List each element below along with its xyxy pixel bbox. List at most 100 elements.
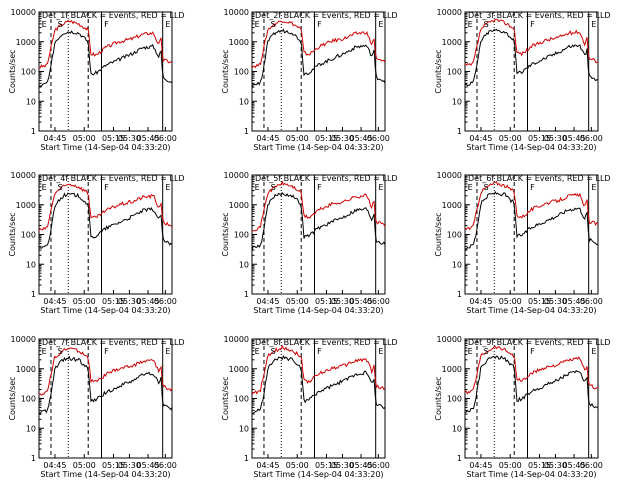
phase-marker: S	[484, 183, 489, 192]
y-axis-label: Counts/sec	[8, 212, 17, 256]
plot-frame	[464, 174, 599, 295]
y-axis-label: Counts/sec	[221, 212, 230, 256]
x-tick-label: 04:45	[469, 461, 492, 470]
x-tick-label: 04:45	[256, 297, 279, 306]
series-events-line	[464, 28, 598, 87]
x-tick-label: 05:30	[118, 134, 141, 143]
x-tick-label: 05:45	[137, 461, 160, 470]
x-axis-label: Start Time (14-Sep-04 04:33:20)	[253, 470, 383, 479]
series-events-line	[464, 190, 598, 251]
x-tick-label: 05:15	[102, 297, 125, 306]
y-axis-label: Counts/sec	[8, 49, 17, 93]
x-axis-label: Start Time (14-Sep-04 04:33:20)	[40, 306, 170, 315]
y-axis-label: Counts/sec	[221, 49, 230, 93]
phase-marker: S	[484, 347, 489, 356]
y-tick-label: 100	[21, 395, 36, 404]
y-tick-label: 10000	[11, 335, 36, 344]
x-tick-label: 05:15	[315, 134, 338, 143]
x-tick-label: 05:15	[102, 461, 125, 470]
phase-marker: E	[468, 20, 473, 29]
chart-panel-3	[464, 11, 599, 132]
x-axis-label: Start Time (14-Sep-04 04:33:20)	[40, 143, 170, 152]
phase-marker: E	[42, 20, 47, 29]
phase-marker: F	[104, 347, 109, 356]
series-lld-line	[464, 18, 599, 66]
y-tick-label: 1	[31, 290, 36, 299]
x-tick-label: 05:00	[499, 297, 522, 306]
x-tick-label: 05:00	[499, 134, 522, 143]
x-tick-label: 04:45	[256, 461, 279, 470]
y-axis-label: Counts/sec	[434, 212, 443, 256]
chart-panel-1	[38, 11, 173, 132]
chart-title: Det_1f BLACK = Events, RED = LLD	[42, 11, 185, 20]
plot-frame	[251, 11, 386, 132]
x-tick-label: 05:45	[137, 134, 160, 143]
phase-marker: E	[591, 347, 596, 356]
series-events-line	[38, 30, 173, 88]
y-tick-label: 100	[447, 231, 462, 240]
y-tick-label: 1000	[16, 201, 36, 210]
phase-marker: E	[378, 20, 383, 29]
x-tick-label: 04:45	[43, 134, 66, 143]
chart-panel-6	[464, 174, 599, 295]
phase-marker: E	[468, 183, 473, 192]
y-tick-label: 10000	[224, 171, 249, 180]
phase-marker: S	[271, 20, 276, 29]
x-tick-label: 05:45	[350, 461, 373, 470]
x-tick-label: 05:00	[73, 461, 96, 470]
x-tick-label: 04:45	[469, 297, 492, 306]
x-axis-label: Start Time (14-Sep-04 04:33:20)	[40, 470, 170, 479]
phase-marker: F	[317, 20, 322, 29]
series-events-line	[38, 192, 173, 249]
y-tick-label: 10	[239, 424, 249, 433]
x-tick-label: 06:00	[580, 297, 603, 306]
series-events-line	[38, 355, 173, 416]
y-tick-label: 1	[31, 127, 36, 136]
x-tick-label: 05:15	[315, 461, 338, 470]
series-events-line	[464, 355, 599, 413]
phase-marker: E	[255, 347, 260, 356]
y-tick-label: 10	[452, 97, 462, 106]
chart-panel-8	[251, 338, 386, 459]
y-tick-label: 10000	[11, 8, 36, 17]
chart-panel-5	[251, 174, 386, 295]
plot-frame	[464, 11, 599, 132]
phase-marker: S	[58, 183, 63, 192]
y-tick-label: 1	[457, 290, 462, 299]
x-tick-label: 05:45	[563, 134, 586, 143]
plot-frame	[251, 174, 386, 295]
y-tick-label: 1000	[442, 365, 462, 374]
plot-frame	[464, 338, 599, 459]
y-tick-label: 1	[244, 454, 249, 463]
x-tick-label: 05:30	[331, 297, 354, 306]
y-tick-label: 10000	[11, 171, 36, 180]
series-lld-line	[251, 344, 386, 396]
phase-marker: F	[317, 183, 322, 192]
x-tick-label: 05:30	[331, 134, 354, 143]
x-axis-label: Start Time (14-Sep-04 04:33:20)	[253, 143, 383, 152]
phase-marker: E	[591, 183, 596, 192]
phase-marker: E	[591, 20, 596, 29]
x-tick-label: 05:30	[544, 134, 567, 143]
x-tick-label: 06:00	[154, 297, 177, 306]
phase-marker: E	[42, 347, 47, 356]
phase-marker: E	[165, 347, 170, 356]
phase-marker: E	[165, 183, 170, 192]
chart-panel-2	[251, 11, 386, 132]
phase-marker: F	[530, 347, 535, 356]
x-tick-label: 05:15	[102, 134, 125, 143]
series-lld-line	[38, 19, 173, 69]
series-lld-line	[251, 180, 386, 232]
series-lld-line	[38, 347, 173, 396]
y-tick-label: 100	[234, 231, 249, 240]
series-events-line	[251, 192, 386, 251]
y-axis-label: Counts/sec	[8, 376, 17, 420]
y-tick-label: 1000	[229, 201, 249, 210]
chart-title: Det_5f BLACK = Events, RED = LLD	[255, 174, 398, 183]
phase-marker: F	[104, 20, 109, 29]
x-tick-label: 05:45	[563, 461, 586, 470]
y-tick-label: 10	[239, 260, 249, 269]
x-tick-label: 05:30	[544, 297, 567, 306]
y-tick-label: 10	[239, 97, 249, 106]
